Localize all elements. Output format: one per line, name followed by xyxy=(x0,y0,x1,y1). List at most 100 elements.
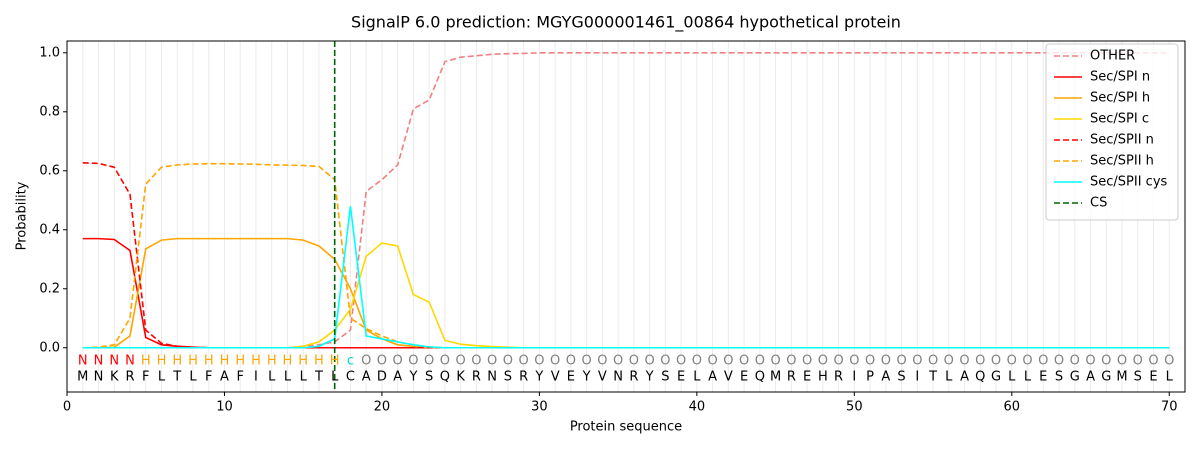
residue: E xyxy=(567,370,575,385)
position-label: O xyxy=(645,354,655,369)
position-label: O xyxy=(975,354,985,369)
residue: M xyxy=(1116,370,1127,385)
position-label: c xyxy=(347,354,354,369)
y-tick-label: 0.0 xyxy=(39,340,60,355)
residue: S xyxy=(1055,370,1063,385)
residue: S xyxy=(425,370,433,385)
legend-label: CS xyxy=(1090,196,1107,211)
y-tick-label: 0.2 xyxy=(39,281,60,296)
residue: F xyxy=(236,370,243,385)
residue: Q xyxy=(440,370,450,385)
position-label: O xyxy=(440,354,450,369)
residue: I xyxy=(915,370,919,385)
residue: L xyxy=(1166,370,1174,385)
position-label: H xyxy=(251,354,261,369)
plot-area xyxy=(67,41,1185,392)
position-label: O xyxy=(818,354,828,369)
position-label: O xyxy=(959,354,969,369)
position-label: O xyxy=(833,354,843,369)
residue: V xyxy=(724,370,733,385)
axes-frame xyxy=(66,40,1186,393)
position-label: O xyxy=(991,354,1001,369)
position-label: O xyxy=(424,354,434,369)
position-label: O xyxy=(1133,354,1143,369)
position-label: O xyxy=(707,354,717,369)
residue: L xyxy=(1024,370,1032,385)
position-label: O xyxy=(1022,354,1032,369)
position-label: O xyxy=(1085,354,1095,369)
residue: S xyxy=(1134,370,1142,385)
residue: Y xyxy=(582,370,591,385)
residue: N xyxy=(487,370,497,385)
x-axis-label: Protein sequence xyxy=(570,420,682,435)
position-label: O xyxy=(629,354,639,369)
position-label: O xyxy=(723,354,733,369)
x-tick-label: 50 xyxy=(846,400,863,415)
residue: D xyxy=(377,370,387,385)
position-label: O xyxy=(1101,354,1111,369)
residue: N xyxy=(94,370,104,385)
position-label: O xyxy=(755,354,765,369)
residue: Y xyxy=(645,370,654,385)
position-label: O xyxy=(1117,354,1127,369)
position-label: O xyxy=(739,354,749,369)
position-label: O xyxy=(849,354,859,369)
position-label: O xyxy=(912,354,922,369)
residue: A xyxy=(1086,370,1095,385)
legend-label: Sec/SPII h xyxy=(1090,154,1154,169)
residue: A xyxy=(881,370,890,385)
position-label: O xyxy=(487,354,497,369)
y-tick-label: 1.0 xyxy=(39,45,60,60)
residue: H xyxy=(818,370,828,385)
x-tick-label: 0 xyxy=(63,400,71,415)
residue: T xyxy=(928,370,937,385)
residue: R xyxy=(629,370,638,385)
residue: F xyxy=(205,370,212,385)
position-label: O xyxy=(377,354,387,369)
y-tick-label: 0.8 xyxy=(39,104,60,119)
position-label: H xyxy=(157,354,167,369)
x-tick-label: 60 xyxy=(1004,400,1021,415)
position-label: O xyxy=(471,354,481,369)
y-axis-label: Probability xyxy=(15,181,30,250)
residue: L xyxy=(158,370,166,385)
position-label: O xyxy=(1007,354,1017,369)
residue: I xyxy=(254,370,258,385)
position-label: N xyxy=(109,354,119,369)
residue: T xyxy=(172,370,181,385)
legend-label: Sec/SPI n xyxy=(1090,70,1150,85)
residue: A xyxy=(220,370,229,385)
position-label: N xyxy=(125,354,135,369)
residue: T xyxy=(314,370,323,385)
legend-label: Sec/SPII cys xyxy=(1090,175,1168,190)
position-label: O xyxy=(944,354,954,369)
position-label: O xyxy=(534,354,544,369)
position-label: O xyxy=(692,354,702,369)
residue: G xyxy=(991,370,1001,385)
x-tick-label: 40 xyxy=(689,400,706,415)
x-tick-label: 30 xyxy=(531,400,548,415)
residue: E xyxy=(1149,370,1157,385)
residue: R xyxy=(125,370,134,385)
residue: L xyxy=(300,370,308,385)
residue: Y xyxy=(534,370,543,385)
residue: K xyxy=(110,370,119,385)
residue: L xyxy=(331,370,339,385)
series-line xyxy=(82,206,1170,349)
residue: L xyxy=(693,370,701,385)
position-label: O xyxy=(582,354,592,369)
residue: E xyxy=(803,370,811,385)
residue: F xyxy=(142,370,149,385)
residue: G xyxy=(1070,370,1080,385)
position-label: O xyxy=(519,354,529,369)
residue: A xyxy=(708,370,717,385)
residue: R xyxy=(787,370,796,385)
residue: E xyxy=(740,370,748,385)
position-label: O xyxy=(1148,354,1158,369)
position-label: H xyxy=(220,354,230,369)
residue: S xyxy=(504,370,512,385)
y-tick-label: 0.4 xyxy=(39,222,60,237)
position-label: H xyxy=(188,354,198,369)
position-label: O xyxy=(896,354,906,369)
residue: Y xyxy=(408,370,417,385)
